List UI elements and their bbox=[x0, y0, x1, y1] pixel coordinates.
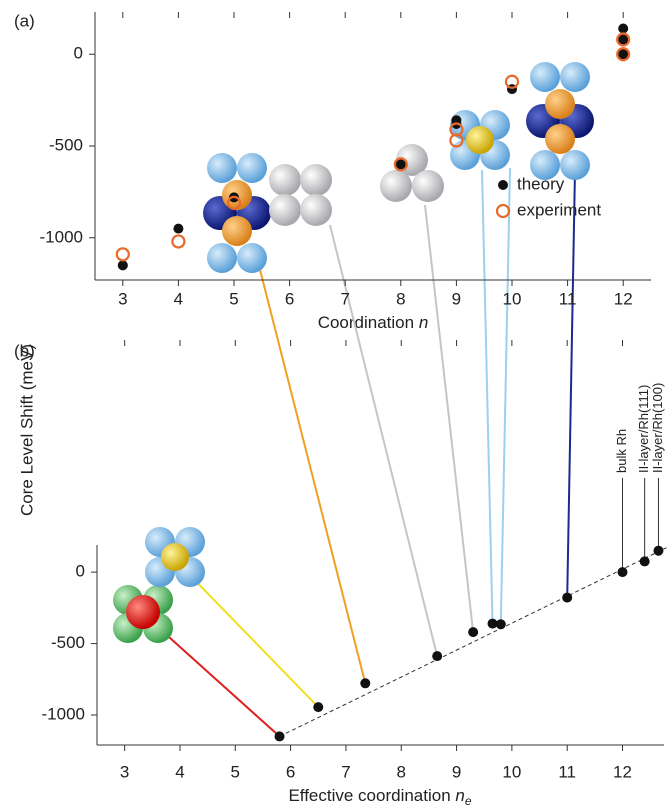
y-tick-label: 0 bbox=[76, 562, 85, 581]
x-tick-label: 4 bbox=[174, 289, 183, 308]
x-tick-label: 11 bbox=[559, 289, 577, 308]
connector bbox=[180, 565, 318, 707]
x-tick-label: 10 bbox=[503, 289, 522, 308]
cluster-7 bbox=[526, 62, 594, 180]
x-tick-label: 6 bbox=[286, 762, 295, 781]
cluster-1 bbox=[113, 585, 173, 643]
x-tick-label: 11 bbox=[558, 762, 576, 781]
y-tick-label: -1000 bbox=[42, 704, 85, 723]
x-axis-label-var: n bbox=[455, 786, 464, 805]
x-tick-label: 7 bbox=[340, 289, 349, 308]
point bbox=[618, 567, 628, 577]
connector bbox=[501, 168, 510, 624]
connector bbox=[567, 170, 575, 598]
y-tick-label: -500 bbox=[49, 135, 83, 154]
annotation: II-layer/Rh(100) bbox=[650, 383, 665, 473]
x-tick-label: 9 bbox=[452, 289, 461, 308]
x-axis-label-text: Effective coordination bbox=[288, 786, 450, 805]
x-tick-label: 7 bbox=[341, 762, 350, 781]
point bbox=[275, 731, 285, 741]
x-axis-label-var: n bbox=[419, 313, 428, 332]
cluster-3 bbox=[203, 153, 271, 273]
x-tick-label: 4 bbox=[175, 762, 184, 781]
x-tick-label: 12 bbox=[614, 289, 633, 308]
x-tick-label: 5 bbox=[231, 762, 240, 781]
point bbox=[432, 651, 442, 661]
y-axis-label: Core Level Shift (meV) bbox=[17, 344, 36, 516]
x-tick-label: 3 bbox=[118, 289, 127, 308]
point bbox=[118, 260, 128, 270]
x-axis-label: Effective coordination ne bbox=[288, 786, 471, 808]
point bbox=[468, 627, 478, 637]
connector bbox=[425, 205, 473, 632]
x-tick-label: 8 bbox=[396, 289, 405, 308]
cluster-5 bbox=[380, 144, 444, 202]
point bbox=[653, 546, 663, 556]
point bbox=[173, 224, 183, 234]
legend-label: theory bbox=[517, 174, 565, 193]
x-tick-label: 9 bbox=[452, 762, 461, 781]
x-axis-label-sub: e bbox=[465, 794, 472, 808]
legend-marker bbox=[498, 180, 508, 190]
x-axis-label: Coordination n bbox=[318, 313, 429, 332]
point bbox=[618, 24, 628, 34]
y-tick-label: -500 bbox=[51, 633, 85, 652]
point bbox=[117, 248, 129, 260]
x-tick-label: 8 bbox=[397, 762, 406, 781]
x-tick-label: 12 bbox=[613, 762, 632, 781]
point bbox=[496, 619, 506, 629]
x-tick-label: 10 bbox=[502, 762, 521, 781]
x-axis-label-text: Coordination bbox=[318, 313, 414, 332]
x-tick-label: 5 bbox=[229, 289, 238, 308]
x-tick-label: 3 bbox=[120, 762, 129, 781]
cluster-4 bbox=[269, 164, 332, 226]
annotation: II-layer/Rh(111) bbox=[636, 385, 651, 473]
legend-marker bbox=[497, 205, 509, 217]
cluster-2 bbox=[145, 527, 205, 587]
point bbox=[562, 593, 572, 603]
panel-label: (a) bbox=[14, 11, 35, 30]
x-tick-label: 6 bbox=[285, 289, 294, 308]
point bbox=[172, 235, 184, 247]
annotation: bulk Rh bbox=[614, 429, 629, 473]
y-tick-label: 0 bbox=[74, 44, 83, 63]
legend-label: experiment bbox=[517, 200, 601, 219]
y-tick-label: -1000 bbox=[40, 227, 83, 246]
connector bbox=[482, 170, 493, 624]
point bbox=[360, 678, 370, 688]
point bbox=[640, 556, 650, 566]
figure: (a) (b) Core Level Shift (meV) Coordinat… bbox=[0, 0, 667, 811]
point bbox=[313, 702, 323, 712]
molecule-icons bbox=[113, 62, 594, 643]
